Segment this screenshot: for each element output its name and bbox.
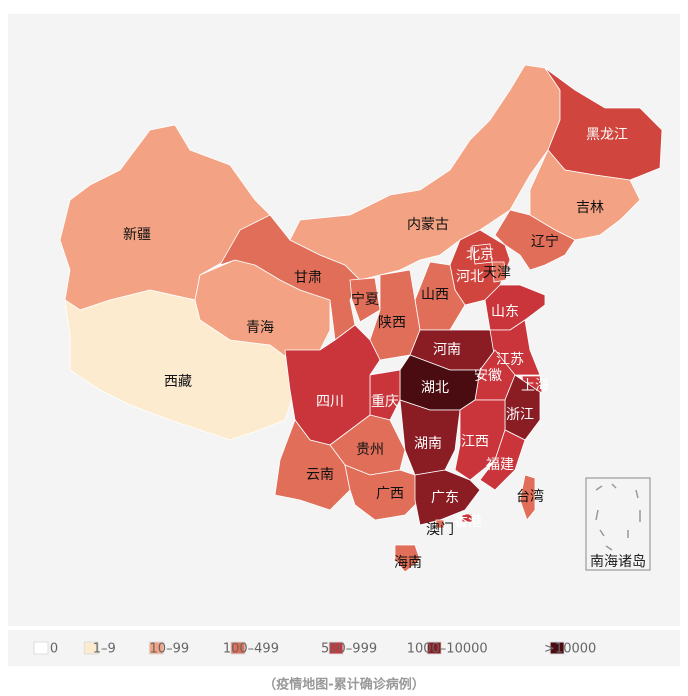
province-label: 北京 xyxy=(466,247,494,263)
legend-swatch xyxy=(148,641,164,655)
province xyxy=(64,289,296,441)
province-label: 云南 xyxy=(306,467,334,483)
province-label: 江苏 xyxy=(496,352,524,368)
province-label: 黑龙江 xyxy=(586,127,628,143)
province xyxy=(491,261,507,283)
province-label: 台湾 xyxy=(516,488,544,505)
province-label: 新疆 xyxy=(123,227,151,243)
legend-label: >10000 xyxy=(544,642,596,657)
province-label: 山西 xyxy=(421,287,449,303)
legend-label: 10–99 xyxy=(150,642,190,657)
province-label: 香港 xyxy=(454,514,482,530)
province-label: 河北 xyxy=(456,269,484,285)
legend-swatch xyxy=(328,641,344,655)
province xyxy=(349,277,381,323)
legend-swatch xyxy=(426,641,442,655)
legend-swatch xyxy=(230,641,246,655)
province-label: 内蒙古 xyxy=(407,217,449,233)
province xyxy=(394,544,421,573)
province xyxy=(519,474,536,521)
legend-label: 0 xyxy=(50,642,58,657)
province xyxy=(529,149,641,241)
province-label: 四川 xyxy=(316,394,344,410)
province xyxy=(274,419,351,511)
province xyxy=(399,399,461,476)
province-label: 浙江 xyxy=(506,407,534,423)
province-label: 吉林 xyxy=(576,200,604,216)
inset: 南海诸岛 xyxy=(585,477,651,571)
legend-swatch xyxy=(83,641,99,655)
province xyxy=(414,469,481,526)
province-label: 河南 xyxy=(433,342,461,358)
legend-label: 500–999 xyxy=(321,642,377,657)
province xyxy=(435,519,445,529)
legend-swatch xyxy=(33,641,49,655)
legend-label: 1–9 xyxy=(93,642,116,657)
province-label: 湖南 xyxy=(414,436,442,452)
province-label: 广西 xyxy=(376,486,404,502)
province-label: 海南 xyxy=(394,555,422,571)
province-label: 湖北 xyxy=(421,380,449,396)
province-label: 江西 xyxy=(461,434,489,450)
legend-swatch xyxy=(549,641,565,655)
province xyxy=(494,209,576,271)
province-label: 辽宁 xyxy=(531,233,559,250)
inset-frame xyxy=(585,477,651,571)
province-label: 重庆 xyxy=(371,394,399,410)
inset-islands xyxy=(595,483,641,551)
province-label: 陕西 xyxy=(378,315,406,331)
province-label: 上海 xyxy=(521,378,549,394)
province-label: 贵州 xyxy=(356,442,384,458)
province-label: 天津 xyxy=(483,265,511,281)
province-label: 安徽 xyxy=(474,368,502,384)
regions xyxy=(59,64,663,573)
province-label: 青海 xyxy=(246,320,274,336)
legend-label: 1000–10000 xyxy=(407,642,488,657)
legend-label: 100–499 xyxy=(223,642,279,657)
inset-label: 南海诸岛 xyxy=(590,554,646,570)
legend: 0 1–9 10–99 100–499 500–999 1000–10000 >10000 xyxy=(33,641,596,657)
province-label: 甘肃 xyxy=(294,270,322,286)
province-label: 山东 xyxy=(491,304,519,320)
province xyxy=(479,429,526,491)
province-label: 西藏 xyxy=(164,374,192,390)
province-label: 澳门 xyxy=(426,522,454,538)
province-label: 广东 xyxy=(431,490,459,506)
caption: （疫情地图-累计确诊病例） xyxy=(263,677,424,693)
province xyxy=(219,214,361,341)
province-label: 宁夏 xyxy=(351,291,379,308)
legend-background xyxy=(8,630,680,666)
province xyxy=(461,513,473,523)
province-label: 福建 xyxy=(486,457,514,473)
